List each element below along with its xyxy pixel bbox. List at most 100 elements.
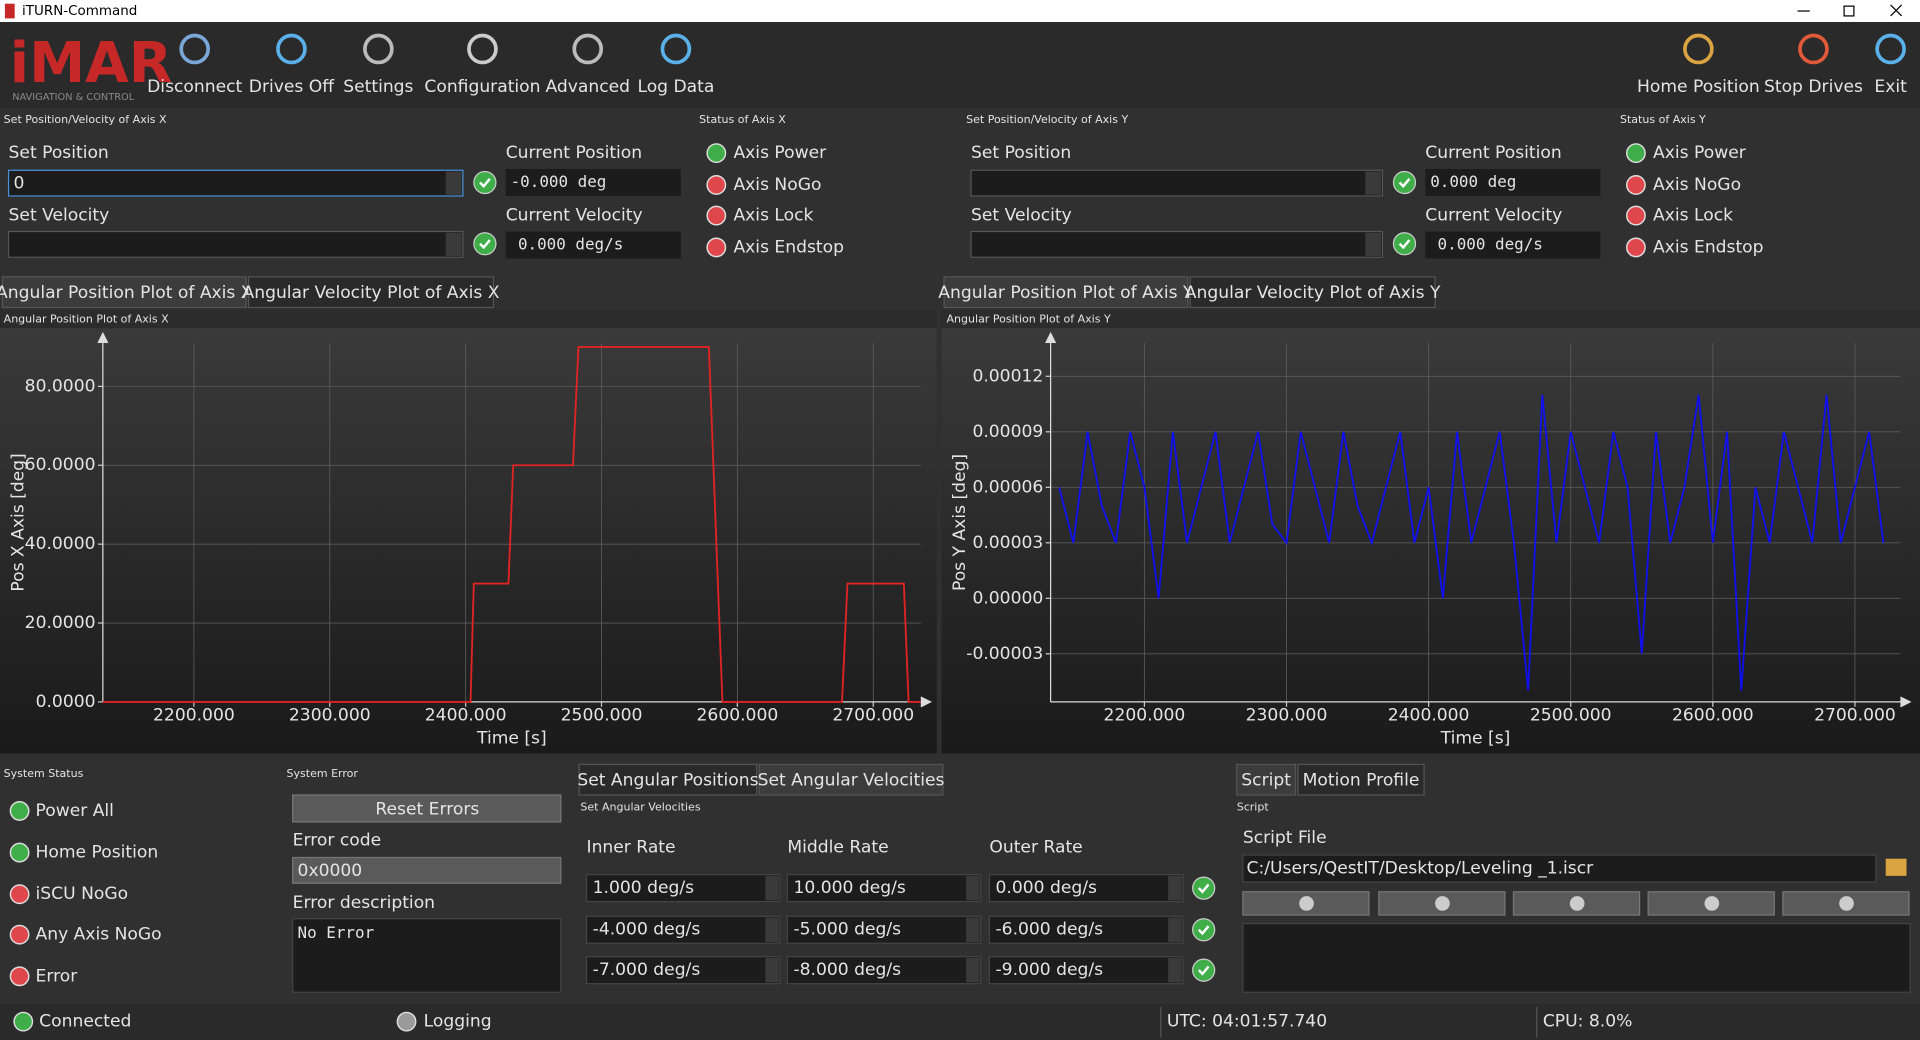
spinbox-value[interactable]: -7.000 deg/s	[593, 960, 701, 980]
check-icon	[479, 239, 491, 250]
tab-label[interactable]: Set Angular Positions	[577, 770, 758, 790]
x-tick-label: 2500.000	[561, 705, 643, 725]
button-icon	[1435, 896, 1450, 911]
toolbar-button-label[interactable]: Configuration	[424, 77, 540, 97]
tab[interactable]	[578, 763, 758, 796]
spinbox[interactable]	[988, 874, 1184, 903]
apply-button[interactable]	[1192, 918, 1216, 942]
tab[interactable]	[247, 276, 495, 309]
error-text: No Error	[298, 923, 375, 942]
tab-label[interactable]: Angular Velocity Plot of Axis X	[243, 283, 500, 303]
apply-button[interactable]	[1392, 232, 1417, 256]
spinbox[interactable]	[786, 915, 982, 944]
toolbar-button-label[interactable]: Settings	[343, 77, 413, 97]
x-axis	[1050, 696, 1912, 708]
x-tick-label: 2200.000	[1104, 705, 1186, 725]
dock-title: Set Angular Velocities	[580, 800, 700, 813]
button-label[interactable]: Reset Errors	[375, 800, 479, 820]
spinbox[interactable]	[786, 956, 982, 985]
apply-button[interactable]	[1192, 876, 1216, 900]
spin-arrows[interactable]	[765, 875, 779, 901]
spinbox-value[interactable]: 0.000 deg/s	[996, 878, 1097, 898]
spinbox[interactable]	[988, 956, 1184, 985]
spin-arrows[interactable]	[966, 917, 980, 943]
combobox-value[interactable]: 0	[13, 174, 24, 194]
spinbox[interactable]	[988, 915, 1184, 944]
spin-arrows[interactable]	[765, 917, 779, 943]
apply-button[interactable]	[473, 232, 497, 256]
apply-button[interactable]	[1392, 170, 1417, 195]
spinbox[interactable]	[585, 915, 781, 944]
toolbar-button-label[interactable]: Log Data	[637, 77, 714, 97]
spinbox[interactable]	[585, 874, 781, 903]
tab[interactable]	[758, 763, 944, 796]
spin-arrows[interactable]	[966, 957, 980, 983]
spin-arrows[interactable]	[765, 957, 779, 983]
tab-label[interactable]: Angular Velocity Plot of Axis Y	[1185, 283, 1441, 303]
toolbar-button-label[interactable]: Stop Drives	[1764, 77, 1863, 97]
spin-arrows[interactable]	[1168, 917, 1182, 943]
toolbar-icon	[179, 33, 210, 65]
dropdown-arrow[interactable]	[1365, 232, 1382, 257]
spin-arrows[interactable]	[1168, 875, 1182, 901]
x-tick-label: 2300.000	[1246, 705, 1328, 725]
status-label: Axis Lock	[1653, 206, 1733, 226]
dock-title: Status of Axis X	[699, 113, 786, 126]
tab[interactable]	[1189, 276, 1436, 309]
tab-label[interactable]: Angular Position Plot of Axis Y	[938, 283, 1194, 303]
toolbar-button-label[interactable]: Drives Off	[249, 77, 335, 97]
tab[interactable]	[1236, 763, 1297, 796]
spin-arrows[interactable]	[1168, 957, 1182, 983]
dropdown-arrow[interactable]	[1365, 171, 1382, 195]
y-tick-label: 0.00006	[972, 477, 1043, 497]
spinbox-value[interactable]: -5.000 deg/s	[793, 920, 901, 940]
combobox[interactable]	[970, 230, 1384, 258]
spinbox[interactable]	[585, 956, 781, 985]
apply-button[interactable]	[473, 170, 497, 195]
file-path-box[interactable]	[1242, 854, 1877, 883]
tab-label[interactable]: Set Angular Velocities	[758, 770, 945, 790]
readout: 0.000 deg/s	[1438, 234, 1543, 253]
tab-label[interactable]: Motion Profile	[1303, 770, 1420, 790]
spinbox-value[interactable]: -4.000 deg/s	[593, 920, 701, 940]
tab-label[interactable]: Script	[1241, 770, 1291, 790]
y-tick-label: 20.0000	[25, 613, 96, 633]
label: Script File	[1243, 828, 1327, 848]
combobox[interactable]	[7, 169, 464, 197]
x-tick-label: 2400.000	[1388, 705, 1470, 725]
toolbar-icon	[660, 33, 692, 65]
tab[interactable]	[1297, 763, 1425, 796]
combobox[interactable]	[7, 230, 464, 258]
status-label: Error	[36, 966, 79, 986]
tab[interactable]	[1, 276, 247, 309]
combobox[interactable]	[970, 169, 1384, 197]
close-button[interactable]	[1890, 4, 1903, 17]
tab-label[interactable]: Angular Position Plot of Axis X	[0, 283, 253, 303]
combobox[interactable]	[292, 856, 562, 884]
y-tick-label: 0.00009	[972, 422, 1043, 442]
spin-arrows[interactable]	[966, 875, 980, 901]
spinbox-value[interactable]: 1.000 deg/s	[593, 878, 694, 898]
toolbar-button-label[interactable]: Home Position	[1637, 77, 1760, 97]
spinbox-value[interactable]: -8.000 deg/s	[793, 960, 901, 980]
spinbox-value[interactable]: -9.000 deg/s	[996, 960, 1104, 980]
spinbox-value[interactable]: -6.000 deg/s	[996, 920, 1104, 940]
status-led	[1626, 237, 1646, 258]
toolbar-button-label[interactable]: Exit	[1874, 77, 1907, 97]
restore-button[interactable]	[1843, 5, 1855, 17]
spinbox[interactable]	[786, 874, 982, 903]
check-icon	[1398, 178, 1411, 189]
button[interactable]	[292, 794, 562, 823]
toolbar-button-label[interactable]: Disconnect	[147, 77, 242, 97]
combobox-value[interactable]: 0x0000	[298, 861, 363, 881]
folder-button[interactable]	[1885, 858, 1907, 876]
file-path[interactable]: C:/Users/QestIT/Desktop/Leveling _1.iscr	[1247, 859, 1595, 879]
spinbox-value[interactable]: 10.000 deg/s	[793, 878, 905, 898]
apply-button[interactable]	[1192, 958, 1216, 982]
tab[interactable]	[943, 276, 1189, 309]
toolbar-button-label[interactable]: Advanced	[545, 77, 630, 97]
status-led	[1626, 205, 1646, 226]
dropdown-arrow[interactable]	[445, 171, 462, 195]
dropdown-arrow[interactable]	[445, 232, 462, 257]
